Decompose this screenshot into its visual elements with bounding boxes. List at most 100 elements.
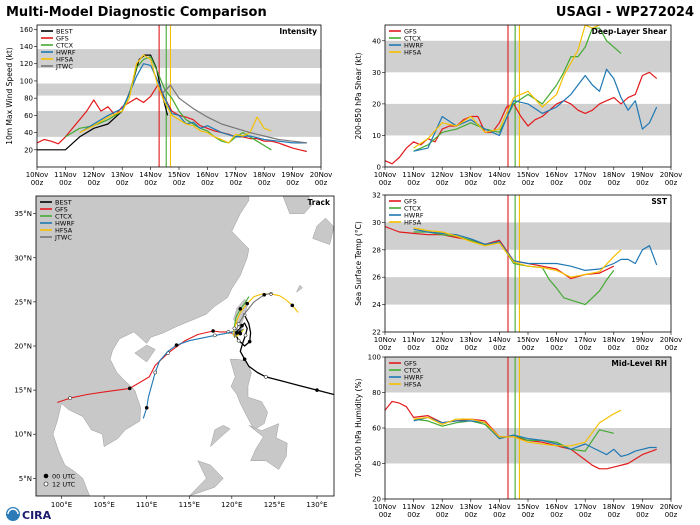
shear-legend-label: CTCX: [404, 34, 422, 42]
intensity-ylabel: 10m Max Wind Speed (kt): [5, 47, 14, 144]
sst-ytick-label: 32: [372, 192, 381, 200]
track-ytick-label: 30°N: [14, 254, 32, 262]
shear-line-gfs: [385, 71, 658, 165]
intensity-xtick-hour: 00z: [201, 179, 214, 187]
shear-xtick-day: 13Nov: [460, 171, 483, 179]
rh-xtick-hour: 00z: [493, 511, 506, 519]
intensity-xtick-hour: 00z: [144, 179, 157, 187]
sst-panel: 22242628303210Nov00z11Nov00z12Nov00z13No…: [354, 192, 682, 353]
sst-ytick-label: 28: [372, 246, 381, 254]
rh-xtick-day: 16Nov: [545, 503, 568, 511]
track-line-gfs: [57, 328, 244, 404]
sst-xtick-day: 16Nov: [545, 336, 568, 344]
intensity-ytick-label: 60: [24, 112, 33, 120]
intensity-xtick-day: 13Nov: [111, 171, 134, 179]
track-marker-best: [315, 388, 319, 392]
rh-line-gfs: [385, 400, 657, 470]
shear-xtick-hour: 00z: [436, 179, 449, 187]
rh-xtick-day: 19Nov: [631, 503, 654, 511]
intensity-legend-label: JTWC: [55, 62, 73, 70]
sst-xtick-hour: 00z: [636, 344, 649, 352]
sst-ytick-label: 30: [372, 219, 381, 227]
shear-xtick-hour: 00z: [379, 179, 392, 187]
intensity-xtick-hour: 00z: [88, 179, 101, 187]
figure-title: Multi-Model Diagnostic Comparison: [6, 5, 267, 20]
intensity-panel: 2040608010012014016010Nov00z11Nov00z12No…: [5, 24, 332, 187]
shear-legend-label: HFSA: [404, 48, 422, 56]
track-land-poly-0: [36, 196, 250, 496]
track-ytick-label: 25°N: [14, 298, 32, 306]
sst-xtick-day: 17Nov: [574, 336, 597, 344]
intensity-xtick-hour: 00z: [258, 179, 271, 187]
shear-xtick-hour: 00z: [579, 179, 592, 187]
sst-xtick-hour: 00z: [465, 344, 478, 352]
intensity-line-hwrf: [79, 63, 307, 144]
track-marker-hfsa: [238, 331, 243, 336]
intensity-title: Intensity: [279, 27, 317, 36]
rh-legend-label: CTCX: [404, 366, 422, 374]
intensity-xtick-hour: 00z: [116, 179, 129, 187]
intensity-xtick-day: 18Nov: [253, 171, 276, 179]
track-marker-hfsa: [290, 303, 295, 308]
rh-ylabel: 700-500 hPa Humidity (%): [354, 378, 363, 477]
track-legend-label: JTWC: [54, 233, 72, 241]
track-marker-hwrf: [212, 333, 217, 338]
rh-xtick-hour: 00z: [522, 511, 535, 519]
rh-line-hfsa: [413, 409, 622, 447]
intensity-plot-area: [37, 25, 321, 167]
track-marker-best: [236, 338, 241, 343]
track-marker-best: [242, 357, 247, 362]
track-marker-gfs: [127, 386, 132, 391]
shear-xtick-day: 14Nov: [488, 171, 511, 179]
track-land-poly-8: [282, 196, 313, 214]
sst-xtick-hour: 00z: [407, 344, 420, 352]
track-legend-label: BEST: [55, 198, 72, 206]
shear-ytick-label: 40: [372, 37, 381, 45]
shear-ytick-label: 0: [377, 164, 381, 172]
cira-logo-text: CIRA: [22, 509, 52, 522]
track-ytick-label: 5°N: [19, 475, 32, 483]
track-xtick-label: 100°E: [51, 501, 72, 509]
intensity-xtick-day: 17Nov: [225, 171, 248, 179]
rh-xtick-hour: 00z: [436, 511, 449, 519]
track-marker-hwrf: [144, 405, 149, 410]
shear-xtick-day: 17Nov: [574, 171, 597, 179]
rh-legend-label: HWRF: [404, 373, 424, 381]
track-marker-jtwc: [235, 330, 239, 335]
shear-xtick-day: 11Nov: [402, 171, 425, 179]
rh-xtick-day: 12Nov: [431, 503, 454, 511]
intensity-ytick-label: 160: [20, 26, 33, 34]
rh-xtick-day: 14Nov: [488, 503, 511, 511]
track-xtick-label: 120°E: [221, 501, 242, 509]
track-marker-gfs: [68, 396, 72, 400]
shear-ytick-label: 30: [372, 69, 381, 77]
intensity-ytick-label: 140: [20, 43, 33, 51]
rh-legend-label: HFSA: [404, 380, 422, 388]
intensity-xtick-hour: 00z: [59, 179, 72, 187]
rh-series-group: [385, 400, 657, 470]
track-marker-best: [264, 375, 268, 379]
rh-xtick-hour: 00z: [579, 511, 592, 519]
storm-id: USAGI - WP272024: [556, 5, 694, 20]
track-land-poly-4: [248, 423, 288, 470]
rh-band-1: [385, 357, 671, 393]
sst-band-1: [385, 222, 671, 250]
sst-xtick-hour: 00z: [493, 344, 506, 352]
sst-legend-label: CTCX: [404, 204, 422, 212]
intensity-ytick-label: 20: [24, 146, 33, 154]
intensity-xtick-day: 14Nov: [139, 171, 162, 179]
shear-line-hfsa: [413, 25, 600, 149]
rh-title: Mid-Level RH: [611, 359, 667, 368]
intensity-series-group: [37, 54, 307, 153]
intensity-xtick-hour: 00z: [315, 179, 328, 187]
shear-xtick-hour: 00z: [665, 179, 678, 187]
track-land-poly-9: [296, 284, 303, 293]
track-legend-label: HFSA: [55, 226, 73, 234]
sst-line-hwrf: [413, 228, 658, 271]
rh-ytick-label: 60: [372, 425, 381, 433]
track-marker-ctcx: [238, 307, 243, 311]
